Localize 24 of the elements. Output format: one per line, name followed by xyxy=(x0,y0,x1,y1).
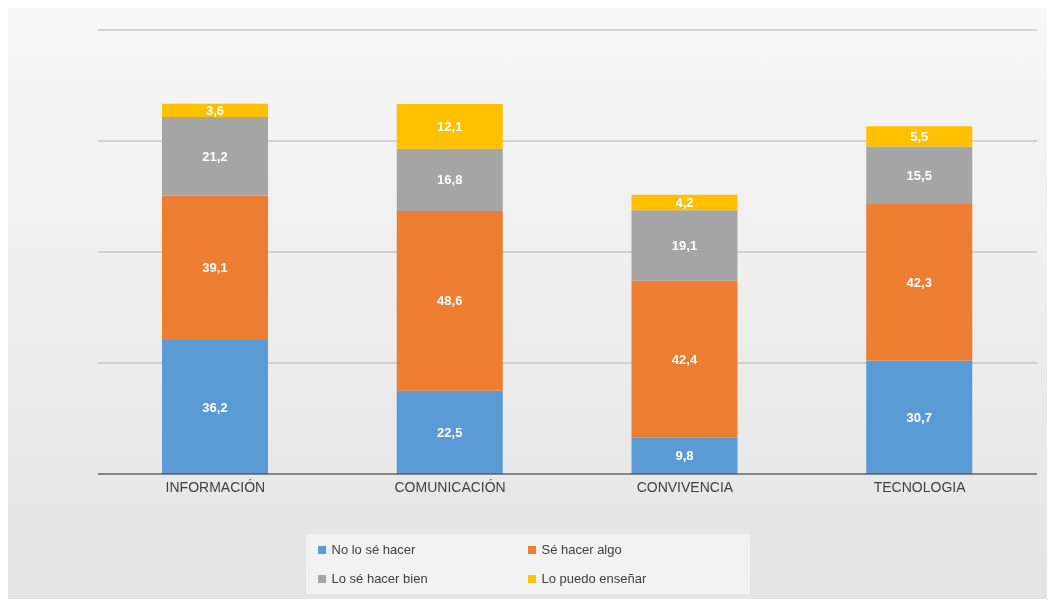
legend-label: No lo sé hacer xyxy=(331,542,416,557)
data-label: 9,8 xyxy=(675,448,694,464)
legend-label: Lo sé hacer bien xyxy=(331,571,428,586)
data-label: 16,8 xyxy=(437,172,463,188)
x-tick-label: COMUNICACIÓN xyxy=(394,478,506,495)
data-label: 15,5 xyxy=(906,167,932,183)
data-label: 12,1 xyxy=(437,119,463,134)
data-label: 36,2 xyxy=(202,399,228,415)
data-label: 30,7 xyxy=(906,409,932,425)
x-tick-label: INFORMACIÓN xyxy=(165,478,266,495)
data-label: 42,4 xyxy=(671,351,698,367)
data-label: 4,2 xyxy=(675,195,694,211)
x-tick-label: TECNOLOGIA xyxy=(873,478,967,495)
data-label: 5,5 xyxy=(910,128,929,144)
x-tick-label: CONVIVENCIA xyxy=(636,478,734,495)
data-label: 21,2 xyxy=(202,148,228,164)
data-label: 39,1 xyxy=(202,260,228,276)
data-label: 48,6 xyxy=(437,293,463,309)
legend-label: Sé hacer algo xyxy=(541,542,622,557)
data-label: 3,6 xyxy=(205,102,225,118)
data-label: 19,1 xyxy=(671,238,698,254)
data-label: 42,3 xyxy=(906,274,932,290)
legend-label: Lo puedo enseñar xyxy=(541,571,647,586)
data-label: 22,5 xyxy=(437,424,463,440)
